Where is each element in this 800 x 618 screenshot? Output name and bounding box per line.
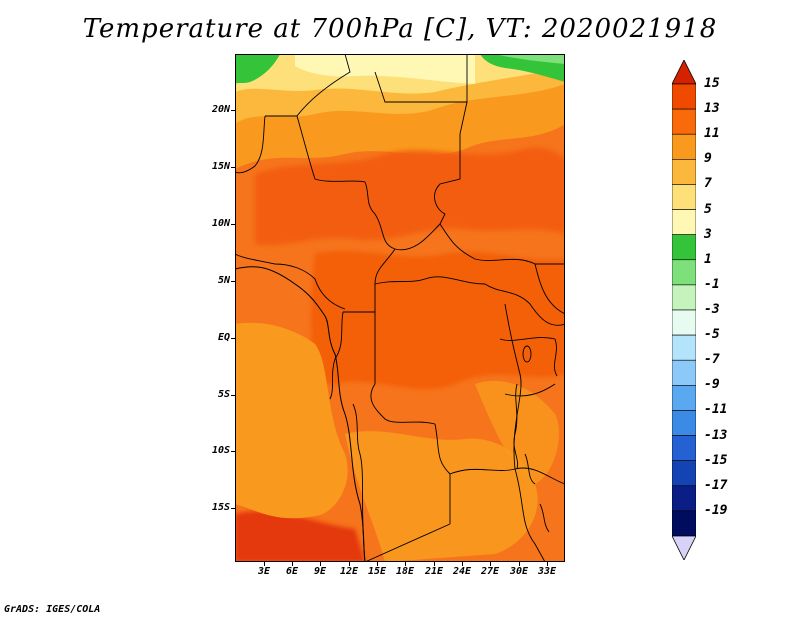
colorbar-label: -5 bbox=[704, 327, 720, 343]
colorbar-box bbox=[672, 234, 696, 261]
lat-label-eq: EQ bbox=[217, 332, 230, 343]
colorbar-label: -13 bbox=[704, 427, 728, 443]
colorbar-top-triangle bbox=[672, 60, 696, 85]
lat-label-20n: 20N bbox=[211, 104, 230, 115]
lat-label-10n: 10N bbox=[211, 218, 230, 229]
colorbar-box bbox=[672, 385, 696, 411]
lat-tick bbox=[231, 167, 235, 168]
lon-tick bbox=[547, 562, 548, 566]
chart-title: Temperature at 700hPa [C], VT: 202002191… bbox=[82, 14, 718, 44]
colorbar-label: 1 bbox=[704, 251, 712, 267]
lon-tick bbox=[490, 562, 491, 566]
colorbar-label: -19 bbox=[704, 502, 728, 518]
colorbar-label: 3 bbox=[704, 226, 712, 242]
lon-tick bbox=[377, 562, 378, 566]
lat-label-5s: 5S bbox=[217, 389, 230, 400]
lon-tick bbox=[264, 562, 265, 566]
lat-tick bbox=[231, 338, 235, 339]
field-warm-sahel bbox=[255, 147, 565, 246]
temperature-map bbox=[235, 54, 565, 562]
lat-tick bbox=[231, 110, 235, 111]
colorbar-label: -3 bbox=[704, 302, 720, 317]
lon-label-27e: 27E bbox=[480, 566, 500, 577]
lon-label-3e: 3E bbox=[257, 566, 271, 577]
colorbar-box bbox=[672, 485, 696, 512]
colorbar bbox=[672, 60, 696, 560]
lon-label-21e: 21E bbox=[424, 566, 444, 577]
colorbar-box bbox=[672, 309, 696, 336]
colorbar-box bbox=[672, 284, 696, 311]
colorbar-box bbox=[672, 83, 696, 110]
lat-label-15s: 15S bbox=[211, 502, 230, 513]
colorbar-box bbox=[672, 435, 696, 461]
field-green-nw bbox=[235, 54, 280, 84]
lon-label-9e: 9E bbox=[313, 566, 327, 577]
map-frame bbox=[235, 54, 565, 562]
lat-label-10s: 10S bbox=[211, 445, 230, 456]
colorbar-label: 7 bbox=[704, 176, 712, 192]
colorbar-label: -1 bbox=[704, 276, 720, 292]
colorbar-box bbox=[672, 359, 696, 386]
colorbar-label: 5 bbox=[704, 201, 712, 217]
colorbar-box bbox=[672, 259, 696, 286]
field-north-pale bbox=[295, 54, 475, 84]
lat-tick bbox=[231, 395, 235, 396]
colorbar-bottom-triangle bbox=[672, 535, 696, 560]
lat-tick bbox=[231, 281, 235, 282]
lat-tick bbox=[231, 224, 235, 225]
colorbar-box bbox=[672, 108, 696, 135]
colorbar-label: 9 bbox=[704, 151, 712, 167]
lon-tick bbox=[320, 562, 321, 566]
field-east-cool bbox=[475, 380, 559, 484]
colorbar-label: -7 bbox=[704, 352, 720, 368]
colorbar-label: -11 bbox=[704, 402, 728, 418]
field-warm-central bbox=[311, 251, 565, 389]
footer-credit: GrADS: IGES/COLA bbox=[4, 604, 101, 615]
field-south-cool bbox=[345, 431, 538, 562]
colorbar-label: -17 bbox=[704, 477, 728, 493]
coastline bbox=[235, 266, 366, 562]
lon-label-24e: 24E bbox=[452, 566, 472, 577]
colorbar-box bbox=[672, 510, 696, 537]
lon-label-12e: 12E bbox=[339, 566, 359, 577]
colorbar-box bbox=[672, 184, 696, 210]
lon-tick bbox=[434, 562, 435, 566]
colorbar-box bbox=[672, 159, 696, 185]
lat-tick bbox=[231, 451, 235, 452]
field-warm-southwest bbox=[235, 511, 365, 562]
colorbar-box bbox=[672, 209, 696, 235]
colorbar-box bbox=[672, 410, 696, 436]
lon-tick bbox=[519, 562, 520, 566]
colorbar-label: 13 bbox=[704, 101, 720, 117]
colorbar-label: 15 bbox=[704, 76, 720, 91]
lon-label-33e: 33E bbox=[537, 566, 557, 577]
field-coast-cool bbox=[235, 322, 348, 519]
colorbar-box bbox=[672, 460, 696, 487]
colorbar-box bbox=[672, 133, 696, 160]
colorbar-box bbox=[672, 334, 696, 361]
lat-tick bbox=[231, 508, 235, 509]
lon-label-6e: 6E bbox=[285, 566, 299, 577]
country-borders bbox=[235, 54, 565, 562]
lakes bbox=[513, 345, 550, 533]
lon-tick bbox=[462, 562, 463, 566]
lon-tick bbox=[292, 562, 293, 566]
lon-label-15e: 15E bbox=[367, 566, 387, 577]
lat-label-5n: 5N bbox=[217, 275, 230, 286]
field-green-ne-light bbox=[495, 54, 565, 64]
lon-label-30e: 30E bbox=[509, 566, 529, 577]
colorbar-label: -9 bbox=[704, 377, 720, 393]
lon-tick bbox=[349, 562, 350, 566]
colorbar-label: 11 bbox=[704, 126, 720, 142]
lon-tick bbox=[405, 562, 406, 566]
colorbar-label: -15 bbox=[704, 452, 728, 468]
lon-label-18e: 18E bbox=[395, 566, 415, 577]
lat-label-15n: 15N bbox=[211, 161, 230, 172]
